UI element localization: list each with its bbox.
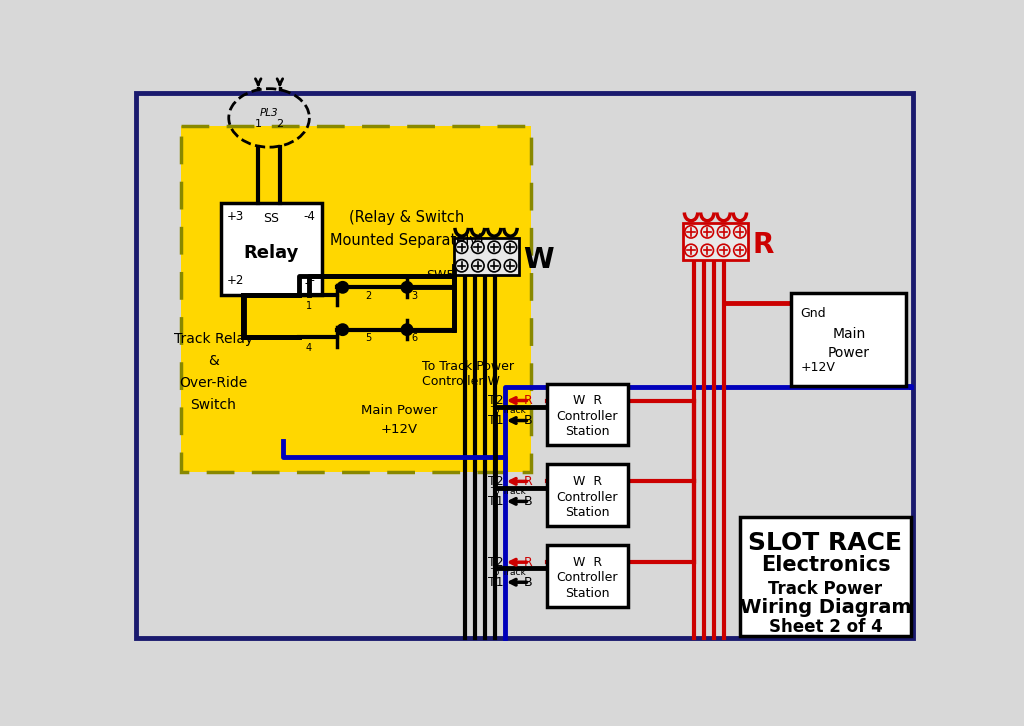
Text: 2: 2 xyxy=(276,119,284,129)
Text: W  R: W R xyxy=(572,476,602,488)
Text: Electronics: Electronics xyxy=(761,555,890,575)
Text: To Track Power
Controller W: To Track Power Controller W xyxy=(423,361,514,388)
Circle shape xyxy=(337,282,348,293)
Text: 3: 3 xyxy=(412,291,418,301)
Bar xyxy=(792,293,906,386)
Text: SLOT RACE: SLOT RACE xyxy=(749,531,902,555)
Circle shape xyxy=(733,226,746,238)
Text: T2: T2 xyxy=(488,475,504,488)
Text: 6: 6 xyxy=(412,333,418,343)
Text: Relay: Relay xyxy=(244,244,299,261)
Text: Controller: Controller xyxy=(556,491,617,504)
Text: SS: SS xyxy=(263,212,280,225)
Circle shape xyxy=(701,244,714,256)
Circle shape xyxy=(472,241,484,253)
Text: B: B xyxy=(524,576,532,589)
Circle shape xyxy=(685,244,697,256)
Text: PL3: PL3 xyxy=(260,108,279,118)
Text: 1: 1 xyxy=(255,119,262,129)
Text: Gnd: Gnd xyxy=(801,307,826,320)
Text: +3: +3 xyxy=(227,211,245,224)
Bar xyxy=(547,545,628,607)
Text: Controller: Controller xyxy=(556,409,617,423)
Text: Track Relay
&
Over-Ride
Switch: Track Relay & Over-Ride Switch xyxy=(174,333,253,412)
Text: 4: 4 xyxy=(305,343,311,354)
Text: B: B xyxy=(524,495,532,508)
Bar xyxy=(180,126,531,472)
Text: T2: T2 xyxy=(488,555,504,568)
Text: Station: Station xyxy=(565,425,609,439)
Circle shape xyxy=(701,226,714,238)
Text: T1: T1 xyxy=(488,414,504,427)
Circle shape xyxy=(504,260,517,272)
Bar xyxy=(547,465,628,526)
Text: 1: 1 xyxy=(305,301,311,311)
Circle shape xyxy=(488,241,501,253)
Text: Track Power: Track Power xyxy=(768,580,883,598)
Circle shape xyxy=(488,260,501,272)
Text: 1-: 1- xyxy=(304,274,315,287)
Text: W  R: W R xyxy=(572,556,602,569)
Text: Main
Power: Main Power xyxy=(827,327,869,359)
Circle shape xyxy=(401,325,413,335)
Bar xyxy=(180,126,531,472)
Text: W  R: W R xyxy=(572,394,602,407)
Text: To Track: To Track xyxy=(489,487,525,496)
Text: Sheet 2 of 4: Sheet 2 of 4 xyxy=(769,619,883,637)
Bar xyxy=(740,517,910,636)
Text: Controller: Controller xyxy=(556,571,617,584)
Text: Station: Station xyxy=(565,587,609,600)
Circle shape xyxy=(718,226,730,238)
Text: R: R xyxy=(524,555,532,568)
Text: -4: -4 xyxy=(304,211,315,224)
Text: To Track: To Track xyxy=(489,406,525,415)
Bar xyxy=(547,383,628,445)
Circle shape xyxy=(456,241,468,253)
Text: Wiring Diagram: Wiring Diagram xyxy=(739,598,911,617)
Text: R: R xyxy=(524,475,532,488)
Bar xyxy=(683,223,748,260)
Text: SW5: SW5 xyxy=(426,269,455,282)
Text: 5: 5 xyxy=(366,333,372,343)
Bar xyxy=(221,203,322,295)
Text: To Track: To Track xyxy=(489,568,525,576)
Text: (Relay & Switch
Mounted Separately): (Relay & Switch Mounted Separately) xyxy=(330,211,483,248)
Circle shape xyxy=(504,241,517,253)
Circle shape xyxy=(401,282,413,293)
Text: 2: 2 xyxy=(366,291,372,301)
Circle shape xyxy=(685,226,697,238)
Circle shape xyxy=(472,260,484,272)
Text: W: W xyxy=(523,246,554,274)
Bar xyxy=(454,238,518,275)
Text: +12V: +12V xyxy=(381,423,418,436)
Text: R: R xyxy=(753,231,774,259)
Text: T1: T1 xyxy=(488,495,504,508)
Circle shape xyxy=(733,244,746,256)
Circle shape xyxy=(337,325,348,335)
Text: T1: T1 xyxy=(488,576,504,589)
Text: T2: T2 xyxy=(488,394,504,407)
Circle shape xyxy=(456,260,468,272)
Circle shape xyxy=(718,244,730,256)
Text: +12V: +12V xyxy=(801,362,836,375)
Text: +2: +2 xyxy=(227,274,245,287)
Text: R: R xyxy=(524,394,532,407)
Text: Main Power: Main Power xyxy=(361,404,437,417)
Text: Station: Station xyxy=(565,506,609,519)
Text: B: B xyxy=(524,414,532,427)
